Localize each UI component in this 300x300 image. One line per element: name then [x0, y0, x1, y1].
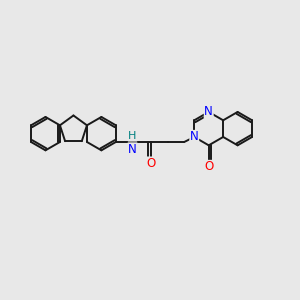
Text: N: N — [204, 105, 213, 119]
Text: N: N — [190, 130, 199, 143]
Text: O: O — [204, 160, 213, 173]
Text: N: N — [128, 143, 137, 156]
Text: H: H — [128, 131, 137, 141]
Text: O: O — [146, 157, 155, 170]
